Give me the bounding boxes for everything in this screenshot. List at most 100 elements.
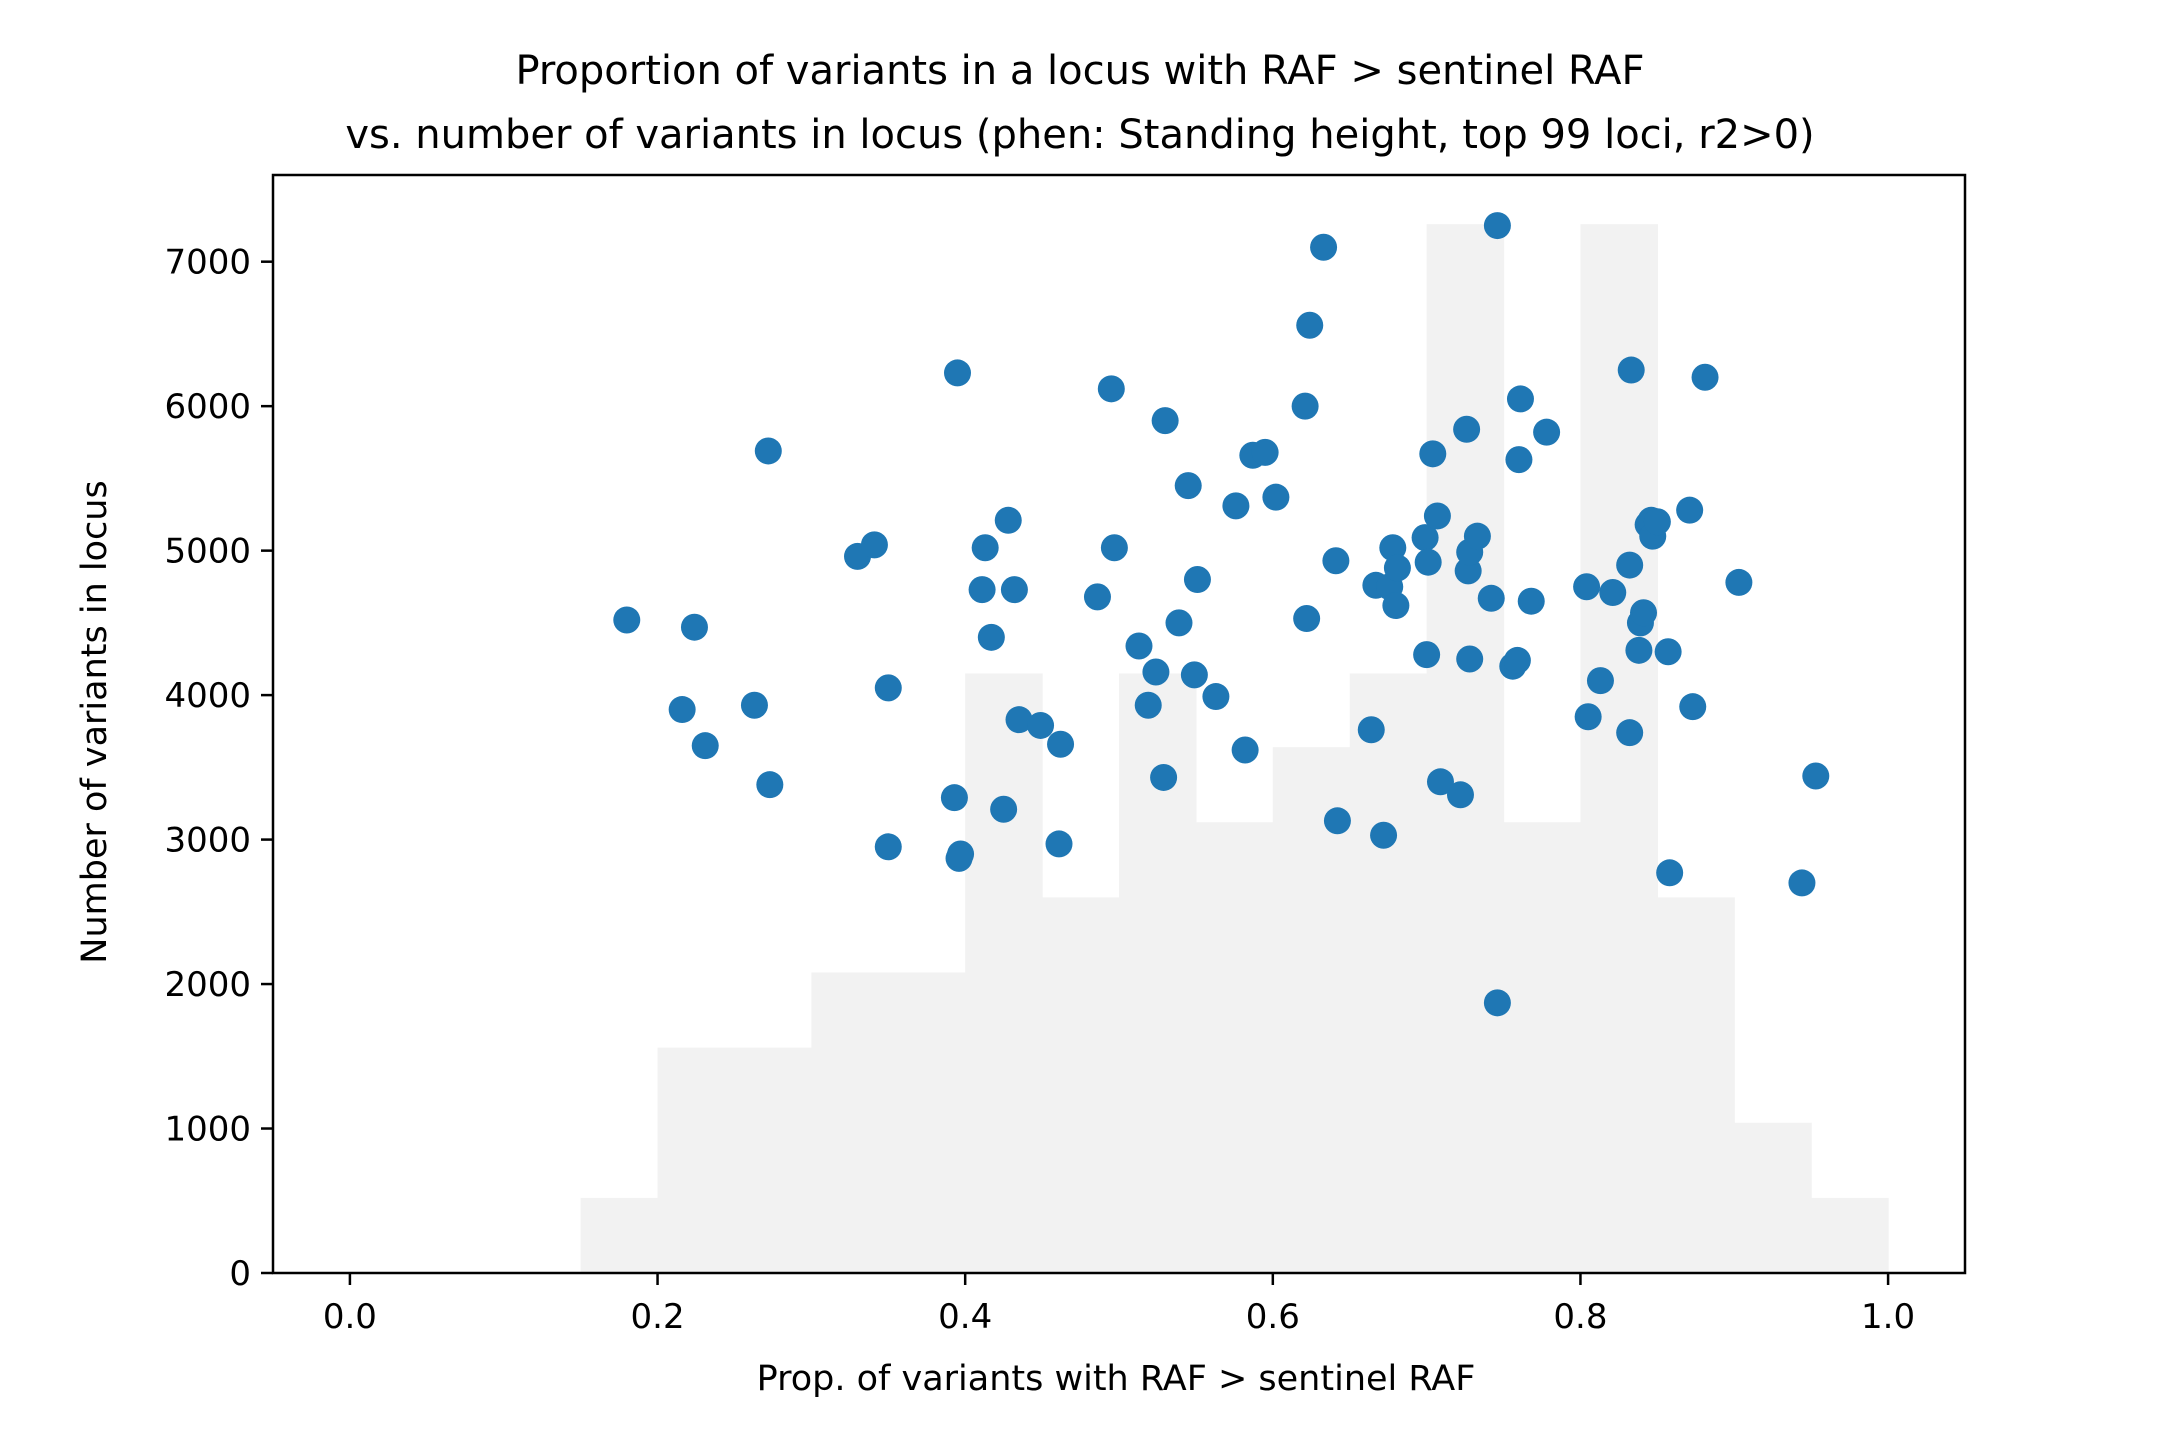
x-tick-label: 1.0 xyxy=(1861,1297,1915,1337)
scatter-point xyxy=(754,437,782,465)
x-tick-label: 0.2 xyxy=(631,1297,685,1337)
scatter-point xyxy=(1616,719,1644,747)
scatter-point xyxy=(1446,781,1474,809)
histogram-bar xyxy=(1272,747,1351,1273)
y-tick-label: 7000 xyxy=(164,243,251,283)
scatter-point xyxy=(1456,645,1484,673)
x-axis-ticks: 0.0 0.2 0.4 0.6 0.8 1.0 xyxy=(323,1273,1915,1337)
scatter-point xyxy=(1599,579,1627,607)
scatter-point xyxy=(1413,641,1441,669)
scatter-point xyxy=(1322,547,1350,575)
histogram-bar xyxy=(1349,673,1428,1273)
histogram-bar xyxy=(1426,224,1505,1273)
x-tick-label: 0.6 xyxy=(1246,1297,1300,1337)
histogram-bar xyxy=(657,1047,812,1273)
histogram-bar xyxy=(1657,897,1735,1273)
scatter-point xyxy=(1231,736,1259,764)
scatter-point xyxy=(874,833,902,861)
scatter-point xyxy=(1643,508,1671,536)
x-tick-label: 0.4 xyxy=(938,1297,992,1337)
scatter-point xyxy=(1503,646,1531,674)
histogram-background xyxy=(580,224,1889,1273)
scatter-point xyxy=(1423,502,1451,530)
scatter-point xyxy=(947,840,975,868)
scatter-point xyxy=(1151,407,1179,435)
scatter-point xyxy=(1419,440,1447,468)
scatter-point xyxy=(1483,989,1511,1017)
scatter-point xyxy=(613,606,641,634)
scatter-point xyxy=(1251,438,1279,466)
scatter-point xyxy=(1125,632,1153,660)
y-tick-label: 3000 xyxy=(164,821,251,861)
scatter-point xyxy=(1310,233,1338,261)
histogram-bar xyxy=(1734,1122,1812,1273)
scatter-point xyxy=(1296,311,1324,339)
scatter-point xyxy=(1411,524,1439,552)
y-tick-label: 4000 xyxy=(164,676,251,716)
scatter-point xyxy=(1533,418,1561,446)
scatter-point xyxy=(668,696,696,724)
scatter-point xyxy=(1005,706,1033,734)
scatter-point xyxy=(1383,554,1411,582)
scatter-point xyxy=(943,359,971,387)
scatter-point xyxy=(1506,385,1534,413)
scatter-point xyxy=(1083,583,1111,611)
chart-subtitle: vs. number of variants in locus (phen: S… xyxy=(345,112,1814,158)
histogram-bar xyxy=(1195,822,1274,1273)
scatter-point xyxy=(691,732,719,760)
histogram-bar xyxy=(580,1197,659,1273)
scatter-point xyxy=(1097,375,1125,403)
histogram-bar xyxy=(1503,822,1582,1273)
y-tick-label: 6000 xyxy=(164,387,251,427)
scatter-points xyxy=(613,212,1830,1017)
scatter-point xyxy=(1453,415,1481,443)
y-axis-label: Number of variants in locus xyxy=(75,480,115,963)
scatter-point xyxy=(1222,492,1250,520)
scatter-point xyxy=(1630,599,1658,627)
scatter-point xyxy=(1100,534,1128,562)
scatter-point xyxy=(1027,711,1055,739)
scatter-point xyxy=(1625,636,1653,664)
scatter-point xyxy=(1505,446,1533,474)
scatter-point xyxy=(990,795,1018,823)
scatter-point xyxy=(1573,573,1601,601)
scatter-point xyxy=(1142,658,1170,686)
histogram-bar xyxy=(1580,224,1658,1273)
y-axis-ticks: 0 1000 2000 3000 4000 5000 6000 7000 xyxy=(164,243,273,1294)
histogram-bar xyxy=(811,972,966,1273)
scatter-point xyxy=(1616,551,1644,579)
scatter-point xyxy=(968,576,996,604)
y-tick-label: 0 xyxy=(229,1254,251,1294)
scatter-point xyxy=(1725,568,1753,596)
scatter-point xyxy=(994,506,1022,534)
scatter-point xyxy=(1574,703,1602,731)
scatter-point xyxy=(1802,762,1830,790)
scatter-point xyxy=(1426,768,1454,796)
chart-title: Proportion of variants in a locus with R… xyxy=(515,48,1644,94)
scatter-point xyxy=(1679,693,1707,721)
scatter-point xyxy=(1379,534,1407,562)
scatter-point xyxy=(1370,821,1398,849)
scatter-point xyxy=(1323,807,1351,835)
scatter-point xyxy=(1291,392,1319,420)
scatter-point xyxy=(1134,691,1162,719)
scatter-point xyxy=(940,784,968,812)
scatter-point xyxy=(1150,763,1178,791)
scatter-point xyxy=(874,674,902,702)
scatter-point xyxy=(1293,605,1321,633)
scatter-point xyxy=(680,613,708,641)
scatter-point xyxy=(1357,716,1385,744)
x-tick-label: 0.0 xyxy=(323,1297,377,1337)
scatter-point xyxy=(1183,566,1211,594)
scatter-point xyxy=(1202,683,1230,711)
scatter-point xyxy=(1180,661,1208,689)
histogram-bar xyxy=(1811,1197,1889,1273)
scatter-point xyxy=(1656,859,1684,887)
scatter-point xyxy=(1047,730,1075,758)
scatter-point xyxy=(1483,212,1511,240)
scatter-point xyxy=(1174,472,1202,500)
scatter-point xyxy=(1691,363,1719,391)
plot-frame xyxy=(271,173,1967,1275)
y-tick-label: 2000 xyxy=(164,965,251,1005)
histogram-bar xyxy=(1042,897,1120,1273)
